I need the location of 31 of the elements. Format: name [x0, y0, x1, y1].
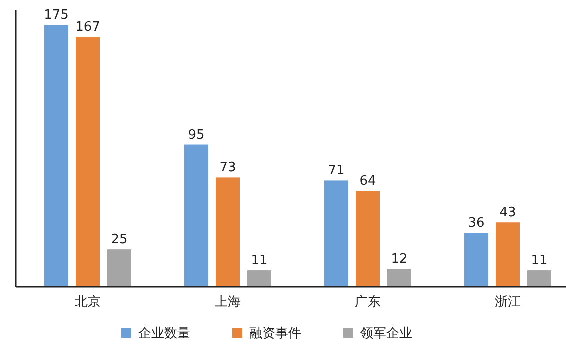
x-tick-label: 浙江: [495, 295, 521, 310]
bar: [184, 144, 208, 287]
data-label: 11: [251, 254, 268, 269]
data-label: 12: [391, 252, 408, 268]
data-label: 11: [531, 254, 548, 269]
data-label: 36: [468, 216, 485, 232]
bar: [44, 25, 68, 287]
data-label: 64: [360, 174, 376, 190]
bar: [464, 233, 488, 287]
legend-label: 领军企业: [360, 326, 412, 342]
bar: [356, 191, 380, 287]
data-label: 167: [76, 20, 100, 35]
bar: [496, 222, 520, 287]
bar: [388, 269, 412, 287]
data-label: 175: [44, 8, 69, 23]
x-tick-label: 广东: [355, 295, 381, 310]
legend-label: 企业数量: [138, 326, 190, 342]
bar: [248, 270, 272, 287]
data-label: 73: [220, 160, 236, 176]
legend-label: 融资事件: [250, 326, 302, 342]
x-tick-label: 上海: [215, 295, 241, 310]
data-label: 71: [328, 164, 345, 179]
bar: [324, 180, 348, 287]
x-tick-label: 北京: [75, 295, 101, 310]
bar: [108, 250, 132, 287]
bar: [216, 178, 240, 287]
data-label: 25: [111, 232, 128, 248]
bar: [76, 36, 100, 287]
data-label: 95: [188, 128, 205, 143]
data-label: 43: [500, 206, 516, 221]
bar: [528, 270, 552, 287]
